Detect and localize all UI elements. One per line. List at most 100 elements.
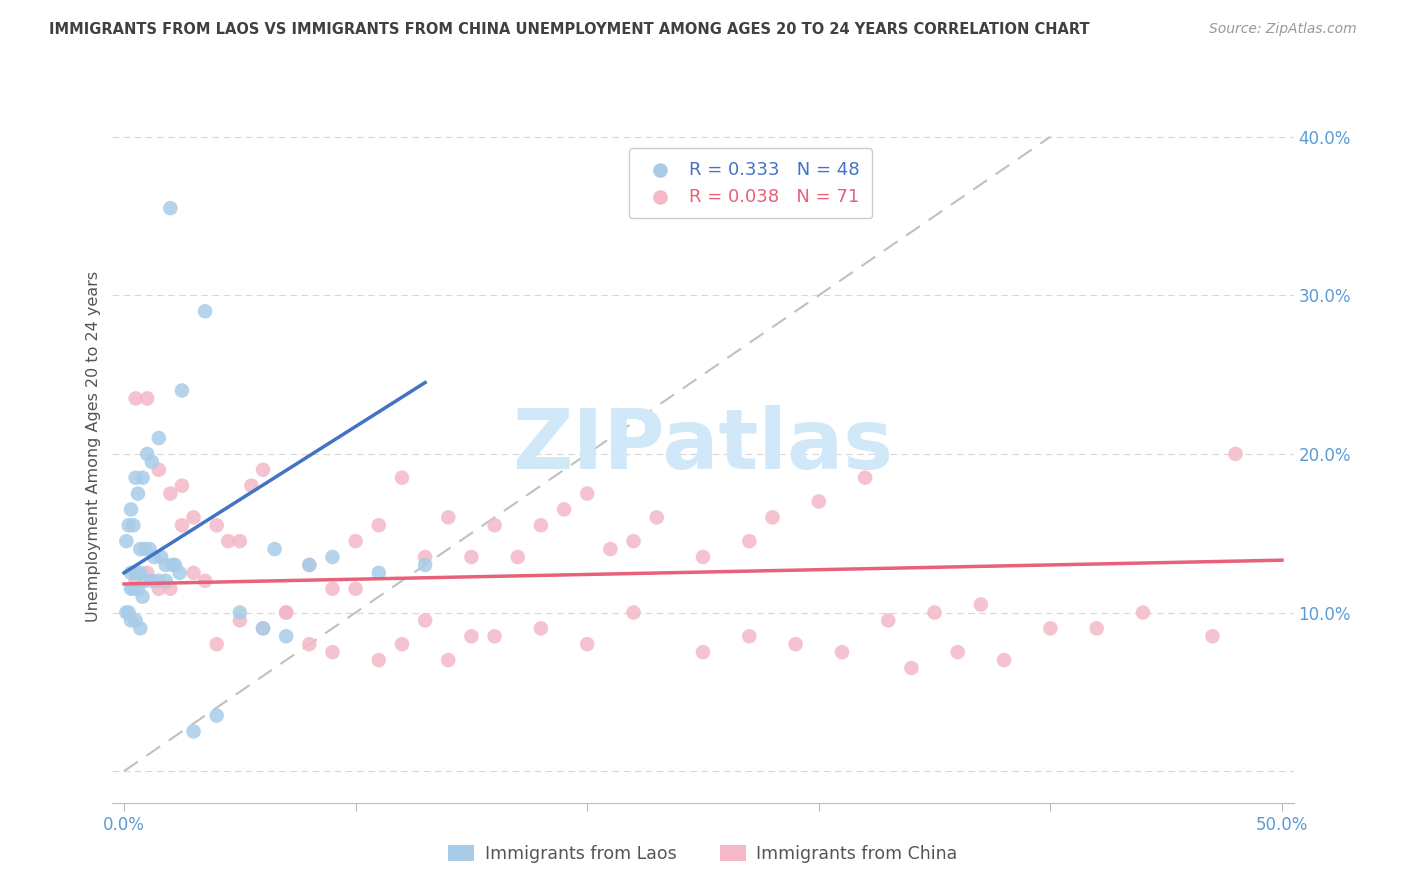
- Point: [159, 201, 181, 215]
- Point: [217, 534, 239, 549]
- Point: [391, 471, 413, 485]
- Point: [946, 645, 969, 659]
- Point: [1085, 621, 1108, 635]
- Point: [124, 392, 146, 406]
- Point: [169, 566, 191, 580]
- Point: [1225, 447, 1247, 461]
- Point: [900, 661, 922, 675]
- Point: [138, 542, 160, 557]
- Point: [134, 574, 156, 588]
- Point: [155, 558, 177, 572]
- Point: [344, 534, 367, 549]
- Point: [229, 606, 252, 620]
- Point: [183, 724, 205, 739]
- Point: [807, 494, 830, 508]
- Point: [599, 542, 621, 557]
- Point: [1201, 629, 1223, 643]
- Point: [321, 582, 343, 596]
- Point: [120, 614, 142, 628]
- Point: [148, 431, 170, 445]
- Point: [131, 590, 153, 604]
- Point: [413, 614, 436, 628]
- Point: [141, 455, 163, 469]
- Point: [553, 502, 575, 516]
- Point: [437, 510, 460, 524]
- Point: [131, 471, 153, 485]
- Point: [831, 645, 853, 659]
- Point: [437, 653, 460, 667]
- Point: [263, 542, 285, 557]
- Point: [159, 486, 181, 500]
- Point: [692, 645, 714, 659]
- Point: [124, 471, 146, 485]
- Point: [229, 534, 252, 549]
- Point: [853, 471, 876, 485]
- Point: [276, 629, 298, 643]
- Point: [129, 542, 152, 557]
- Point: [877, 614, 900, 628]
- Point: [576, 486, 599, 500]
- Legend: Immigrants from Laos, Immigrants from China: Immigrants from Laos, Immigrants from Ch…: [441, 838, 965, 870]
- Point: [298, 558, 321, 572]
- Point: [645, 510, 668, 524]
- Point: [367, 518, 389, 533]
- Point: [1039, 621, 1062, 635]
- Point: [298, 637, 321, 651]
- Point: [129, 566, 152, 580]
- Point: [115, 606, 138, 620]
- Point: [484, 518, 506, 533]
- Point: [205, 637, 228, 651]
- Y-axis label: Unemployment Among Ages 20 to 24 years: Unemployment Among Ages 20 to 24 years: [86, 270, 101, 622]
- Point: [163, 558, 186, 572]
- Point: [120, 502, 142, 516]
- Legend: R = 0.333   N = 48, R = 0.038   N = 71: R = 0.333 N = 48, R = 0.038 N = 71: [630, 148, 872, 219]
- Point: [205, 518, 228, 533]
- Point: [136, 392, 159, 406]
- Point: [576, 637, 599, 651]
- Point: [150, 549, 173, 564]
- Point: [738, 534, 761, 549]
- Point: [484, 629, 506, 643]
- Point: [692, 549, 714, 564]
- Point: [134, 542, 156, 557]
- Point: [530, 621, 553, 635]
- Point: [118, 518, 141, 533]
- Point: [413, 549, 436, 564]
- Point: [785, 637, 807, 651]
- Point: [136, 447, 159, 461]
- Point: [170, 518, 193, 533]
- Point: [391, 637, 413, 651]
- Point: [155, 574, 177, 588]
- Point: [127, 486, 149, 500]
- Point: [506, 549, 529, 564]
- Point: [1132, 606, 1154, 620]
- Point: [205, 708, 228, 723]
- Point: [124, 574, 146, 588]
- Point: [122, 582, 145, 596]
- Text: Source: ZipAtlas.com: Source: ZipAtlas.com: [1209, 22, 1357, 37]
- Point: [321, 549, 343, 564]
- Point: [321, 645, 343, 659]
- Point: [159, 582, 181, 596]
- Point: [162, 558, 184, 572]
- Point: [170, 478, 193, 492]
- Point: [120, 582, 142, 596]
- Point: [761, 510, 783, 524]
- Point: [460, 549, 482, 564]
- Point: [229, 614, 252, 628]
- Point: [367, 653, 389, 667]
- Point: [194, 574, 217, 588]
- Point: [194, 304, 217, 318]
- Text: ZIPatlas: ZIPatlas: [513, 406, 893, 486]
- Point: [141, 574, 163, 588]
- Point: [148, 574, 170, 588]
- Point: [120, 566, 142, 580]
- Point: [738, 629, 761, 643]
- Text: IMMIGRANTS FROM LAOS VS IMMIGRANTS FROM CHINA UNEMPLOYMENT AMONG AGES 20 TO 24 Y: IMMIGRANTS FROM LAOS VS IMMIGRANTS FROM …: [49, 22, 1090, 37]
- Point: [924, 606, 946, 620]
- Point: [118, 606, 141, 620]
- Point: [252, 621, 274, 635]
- Point: [460, 629, 482, 643]
- Point: [183, 510, 205, 524]
- Point: [252, 463, 274, 477]
